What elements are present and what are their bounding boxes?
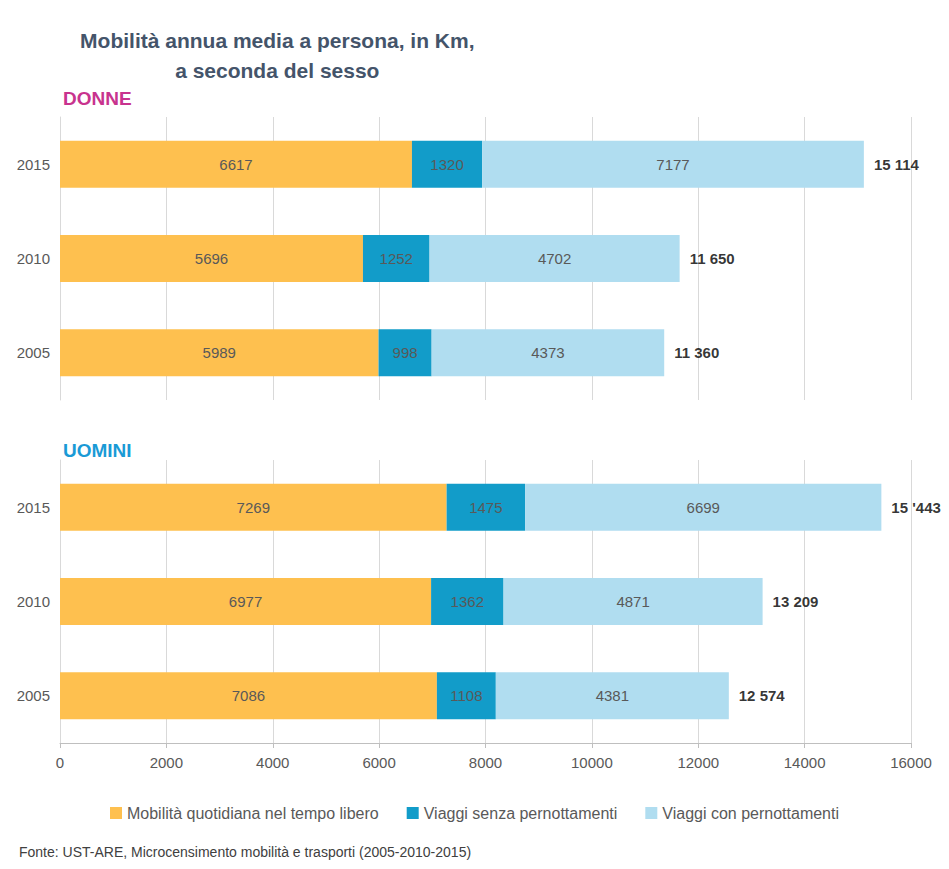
svg-text:Mobilità quotidiana nel tempo: Mobilità quotidiana nel tempo libero [127, 805, 379, 822]
svg-text:1108: 1108 [450, 687, 482, 704]
svg-text:12 574: 12 574 [739, 687, 786, 704]
svg-text:4373: 4373 [531, 344, 564, 361]
svg-text:4871: 4871 [616, 593, 649, 610]
svg-text:4381: 4381 [596, 687, 629, 704]
svg-text:2005: 2005 [17, 687, 50, 704]
svg-text:2010: 2010 [17, 593, 50, 610]
svg-text:Viaggi con pernottamenti: Viaggi con pernottamenti [662, 805, 839, 822]
svg-text:5696: 5696 [195, 250, 228, 267]
svg-text:10000: 10000 [571, 754, 613, 771]
svg-text:14000: 14000 [784, 754, 826, 771]
svg-text:11 360: 11 360 [674, 344, 719, 361]
svg-text:a seconda del sesso: a seconda del sesso [175, 59, 379, 82]
svg-text:6617: 6617 [219, 156, 252, 173]
svg-text:5989: 5989 [203, 344, 236, 361]
svg-text:2000: 2000 [150, 754, 183, 771]
svg-text:Viaggi senza pernottamenti: Viaggi senza pernottamenti [424, 805, 618, 822]
svg-text:7177: 7177 [656, 156, 689, 173]
svg-text:16000: 16000 [890, 754, 932, 771]
svg-text:Mobilità annua media a persona: Mobilità annua media a persona, in Km, [80, 29, 474, 52]
svg-text:6000: 6000 [362, 754, 395, 771]
svg-text:1475: 1475 [469, 499, 502, 516]
svg-text:4000: 4000 [256, 754, 289, 771]
svg-text:UOMINI: UOMINI [63, 440, 132, 461]
svg-text:6699: 6699 [687, 499, 720, 516]
svg-text:2015: 2015 [17, 499, 50, 516]
svg-text:2010: 2010 [17, 250, 50, 267]
svg-text:13 209: 13 209 [773, 593, 819, 610]
svg-text:12000: 12000 [677, 754, 719, 771]
svg-text:Fonte: UST-ARE, Microcensiment: Fonte: UST-ARE, Microcensimento mobilità… [19, 844, 471, 860]
svg-text:0: 0 [56, 754, 64, 771]
svg-text:998: 998 [393, 344, 418, 361]
svg-text:6977: 6977 [229, 593, 262, 610]
svg-text:2005: 2005 [17, 344, 50, 361]
svg-text:7269: 7269 [237, 499, 270, 516]
svg-text:1362: 1362 [451, 593, 484, 610]
svg-text:1320: 1320 [430, 156, 463, 173]
svg-text:7086: 7086 [232, 687, 265, 704]
svg-text:DONNE: DONNE [63, 88, 132, 109]
svg-text:4702: 4702 [538, 250, 571, 267]
svg-text:8000: 8000 [469, 754, 502, 771]
svg-text:15 '443: 15 '443 [891, 499, 940, 516]
svg-text:15 114: 15 114 [874, 156, 920, 173]
svg-text:1252: 1252 [380, 250, 413, 267]
svg-text:2015: 2015 [17, 156, 50, 173]
svg-text:11 650: 11 650 [690, 250, 735, 267]
